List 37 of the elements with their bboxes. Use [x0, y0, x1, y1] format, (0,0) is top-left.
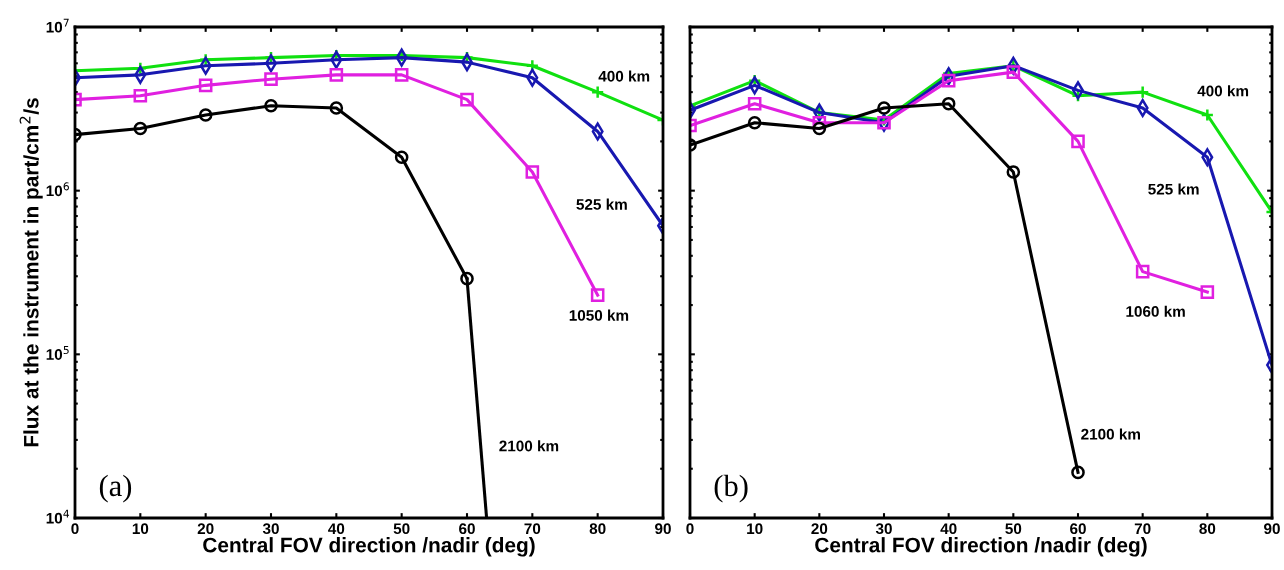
- x-tick-label: 30: [875, 523, 892, 535]
- x-tick-label: 30: [262, 523, 279, 535]
- x-tick-label: 60: [459, 523, 475, 535]
- x-tick-label: 70: [1134, 523, 1151, 535]
- y-axis-title: Flux at the instrument in part/cm$^{2}$/s: [19, 98, 43, 447]
- x-axis-title: Central FOV direction /nadir (deg): [815, 537, 1147, 557]
- x-tick-label: 20: [197, 523, 214, 535]
- x-tick-label: 0: [71, 523, 79, 535]
- annotation: 525 km: [576, 198, 627, 210]
- x-tick-label: 10: [747, 523, 763, 535]
- annotation: 525 km: [1148, 183, 1199, 195]
- x-tick-label: 60: [1070, 523, 1086, 535]
- x-tick-label: 70: [524, 523, 541, 535]
- annotation: 2100 km: [1081, 428, 1140, 440]
- annotation: 400 km: [1197, 85, 1249, 97]
- y-tick-label: 10$^{4}$: [46, 509, 70, 524]
- x-tick-label: 90: [1264, 523, 1280, 535]
- x-tick-label: 90: [655, 523, 671, 535]
- annotation: 400 km: [598, 70, 650, 82]
- y-tick-label: 10$^{5}$: [46, 346, 69, 360]
- annotation: (b): [714, 474, 748, 503]
- x-tick-label: 50: [393, 523, 410, 535]
- x-tick-label: 40: [328, 523, 345, 535]
- annotation: 2100 km: [499, 440, 559, 452]
- x-tick-label: 40: [940, 523, 957, 535]
- annotation: 1060 km: [1126, 305, 1185, 317]
- annotation: 1050 km: [569, 309, 629, 321]
- x-tick-label: 20: [811, 523, 828, 535]
- y-tick-label: 10$^{7}$: [46, 18, 69, 33]
- x-tick-label: 50: [1005, 523, 1022, 535]
- x-tick-label: 10: [132, 523, 149, 535]
- x-tick-label: 80: [1199, 523, 1216, 535]
- x-tick-label: 0: [686, 523, 694, 535]
- x-tick-label: 80: [589, 523, 606, 535]
- annotation: (a): [99, 474, 132, 503]
- y-tick-label: 10$^{6}$: [46, 182, 69, 197]
- x-axis-title: Central FOV direction /nadir (deg): [203, 537, 535, 557]
